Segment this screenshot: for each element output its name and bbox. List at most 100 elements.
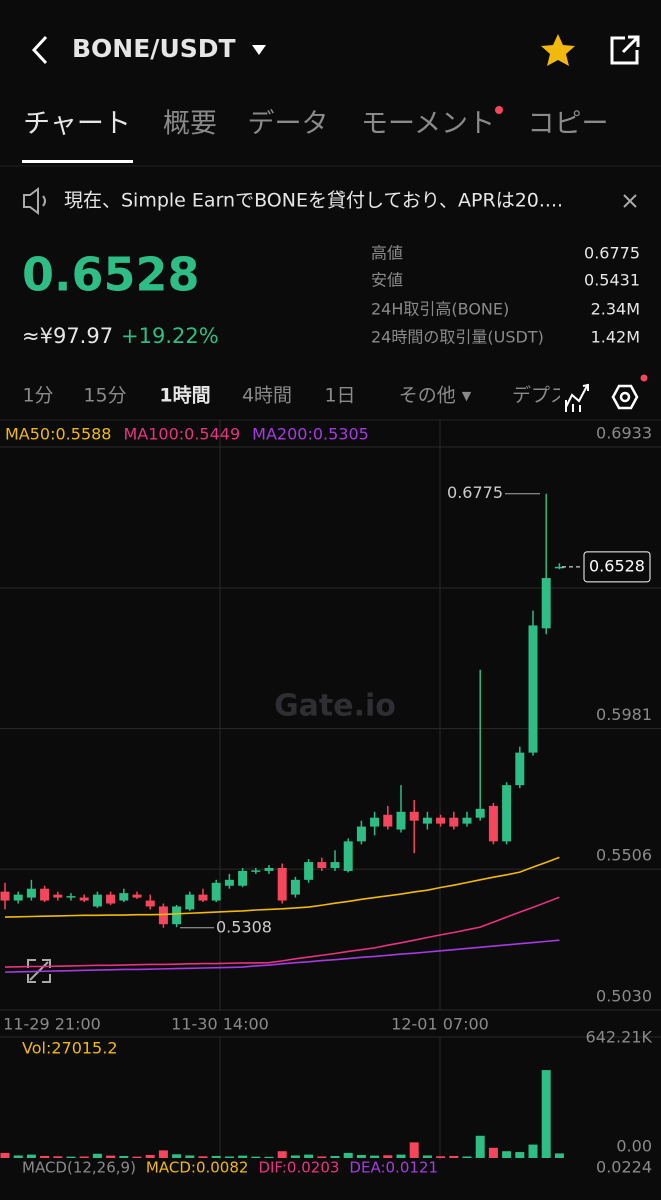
candle-body xyxy=(370,817,380,827)
low-annotation: 0.5308 xyxy=(216,917,272,936)
volume-bar xyxy=(290,1155,300,1158)
candle-body xyxy=(317,862,327,868)
candle-body xyxy=(409,811,419,821)
candle-body xyxy=(343,841,353,871)
volume-bar xyxy=(343,1152,353,1158)
interval[interactable]: デプス xyxy=(512,385,569,407)
current-price-label: 0.6528 xyxy=(589,556,645,575)
candle-body xyxy=(92,894,102,907)
volume-bar xyxy=(475,1135,485,1158)
volume-bar xyxy=(119,1155,129,1158)
candle-body xyxy=(396,811,406,830)
fullscreen-button[interactable] xyxy=(27,959,51,983)
price-change: +19.22% xyxy=(121,324,219,348)
volume-bar xyxy=(198,1156,208,1158)
y-tick-label: 0.5981 xyxy=(596,705,652,724)
candle-body xyxy=(422,817,432,824)
indicator-button[interactable] xyxy=(565,383,589,412)
candle-body xyxy=(515,752,525,786)
legend-entry: MA100:0.5449 xyxy=(123,425,240,444)
volume-bar xyxy=(53,1156,63,1158)
candle-body xyxy=(224,879,234,886)
candle-body xyxy=(185,894,195,910)
y-tick-label: 0.5030 xyxy=(596,987,652,1006)
interval[interactable]: 1分 xyxy=(22,385,53,407)
volume-bar xyxy=(554,1153,564,1158)
x-tick-label: 11-29 21:00 xyxy=(3,1015,101,1034)
volume-bar xyxy=(92,1153,102,1158)
notice-text[interactable]: 現在、Simple EarnでBONEを貸付しており、APRは20.... xyxy=(64,190,563,212)
stat-value: 2.34M xyxy=(591,300,640,319)
tab[interactable]: モーメント xyxy=(361,109,495,140)
volume-bar xyxy=(383,1155,393,1158)
candle-body xyxy=(145,900,155,907)
candle-body xyxy=(528,625,538,753)
favorite-star[interactable] xyxy=(541,34,575,66)
volume-bar xyxy=(317,1156,327,1158)
volume-bar xyxy=(422,1155,432,1158)
candle-body xyxy=(13,894,23,901)
volume-bar xyxy=(145,1154,155,1158)
tab[interactable]: 概要 xyxy=(163,109,217,140)
legend-entry: MA50:0.5588 xyxy=(5,425,111,444)
macd-label: MACD(12,26,9) xyxy=(22,1159,136,1177)
candle-body xyxy=(132,894,142,898)
stat-value: 0.6775 xyxy=(584,244,640,263)
high-annotation: 0.6775 xyxy=(447,483,503,502)
candle-body xyxy=(330,862,340,868)
volume-bar xyxy=(488,1147,498,1158)
y-tick-label: 0.6933 xyxy=(596,424,652,443)
candle-body xyxy=(172,906,182,925)
interval[interactable]: その他 ▾ xyxy=(399,385,472,407)
interval[interactable]: 1時間 xyxy=(159,385,210,407)
candle-body xyxy=(502,785,512,842)
settings-button[interactable] xyxy=(611,384,639,410)
volume-bar xyxy=(436,1156,446,1158)
back-button[interactable] xyxy=(31,35,48,65)
candle-body xyxy=(541,578,551,629)
watermark: Gate.io xyxy=(274,689,396,724)
pair-dropdown[interactable] xyxy=(252,45,266,55)
badge-dot xyxy=(495,106,503,114)
icon-bg xyxy=(560,378,592,412)
candle-body xyxy=(158,906,168,925)
close-notice[interactable] xyxy=(623,194,637,208)
candle-body xyxy=(119,893,129,901)
tab[interactable]: チャート xyxy=(23,109,131,140)
last-price: 0.6528 xyxy=(22,248,200,302)
interval[interactable]: 1日 xyxy=(324,385,355,407)
volume-tick-label: 642.21K xyxy=(586,1028,653,1047)
macd-label: DIF:0.0203 xyxy=(258,1159,339,1177)
interval[interactable]: 4時間 xyxy=(242,385,292,407)
interval[interactable]: 15分 xyxy=(83,385,126,407)
volume-label: Vol:27015.2 xyxy=(22,1039,118,1058)
candle-body xyxy=(251,870,261,872)
candle-body xyxy=(488,805,498,842)
volume-bar xyxy=(0,1152,10,1158)
candle-body xyxy=(554,566,564,569)
candle-body xyxy=(290,879,300,895)
volume-bar xyxy=(449,1155,459,1158)
stat-value: 1.42M xyxy=(591,328,640,347)
volume-bar xyxy=(26,1154,36,1158)
tab[interactable]: データ xyxy=(248,109,329,140)
legend-entry: MA200:0.5305 xyxy=(252,425,369,444)
volume-bar xyxy=(238,1155,248,1158)
tab[interactable]: コピー xyxy=(528,109,609,140)
price-tag xyxy=(583,551,651,583)
candle-body xyxy=(66,896,76,898)
candle-body xyxy=(40,888,50,901)
candle-body xyxy=(304,862,314,880)
share-button[interactable] xyxy=(610,35,640,65)
volume-bar xyxy=(224,1156,234,1158)
candle-body xyxy=(79,897,89,901)
candle-body xyxy=(356,826,366,842)
pair-title[interactable]: BONE/USDT xyxy=(72,34,236,63)
volume-bar xyxy=(515,1152,525,1158)
volume-bar xyxy=(528,1144,538,1158)
macd-tick: 0.0224 xyxy=(596,1158,652,1177)
tab-underline xyxy=(22,160,133,163)
stat-label: 高値 xyxy=(371,244,403,263)
